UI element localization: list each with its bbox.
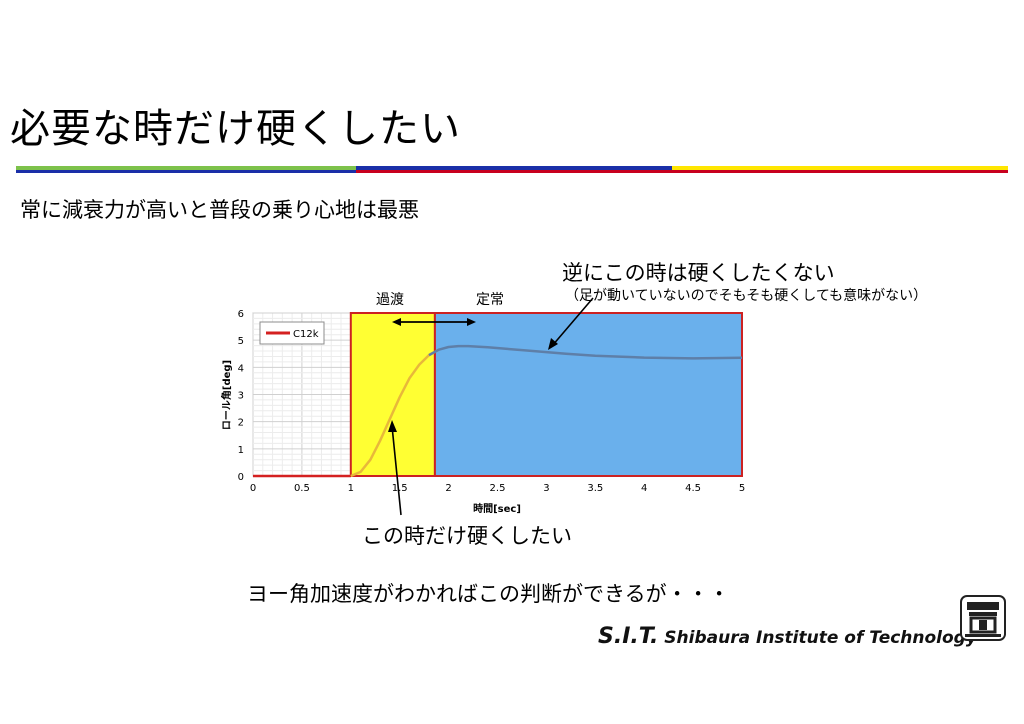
- x-tick-label: 0.5: [294, 483, 310, 494]
- slide-title: 必要な時だけ硬くしたい: [10, 106, 461, 152]
- series-line-steady: [428, 344, 743, 360]
- x-tick-label: 0: [250, 483, 256, 494]
- y-tick-label: 0: [238, 472, 244, 483]
- x-tick-label: 5: [739, 483, 745, 494]
- institute-logo-text: S.I.T. Shibaura Institute of Technology: [598, 624, 977, 649]
- x-tick-label: 2.5: [490, 483, 506, 494]
- x-tick-label: 3: [543, 483, 549, 494]
- duration-arrow: [392, 318, 476, 326]
- note-no-stiffen-reason: （足が動いていないのでそもそも硬くしても意味がない）: [565, 288, 928, 304]
- note-stiffen-here: この時だけ硬くしたい: [362, 524, 572, 548]
- divider-green: [16, 166, 356, 170]
- title-divider: [16, 166, 1008, 173]
- divider-blue: [356, 166, 672, 170]
- logo-name: Shibaura Institute of Technology: [664, 628, 977, 648]
- logo-abbrev: S.I.T.: [598, 624, 659, 649]
- chart-legend: C12k: [259, 321, 325, 345]
- x-tick-label: 4.5: [685, 483, 701, 494]
- note-no-stiffen: 逆にこの時は硬くしたくない: [562, 261, 835, 285]
- x-tick-label: 1.5: [392, 483, 408, 494]
- duration-arrowhead-right: [467, 318, 476, 326]
- roll-angle-chart: 0 0.5 1 1.5 2 2.5 3 3.5 4 4.5 5 0 1 2 3 4 5 6 時間[sec] ロー…: [220, 309, 745, 515]
- x-tick-label: 2: [445, 483, 451, 494]
- series-line-transient: [350, 348, 440, 478]
- x-tick-labels: 0 0.5 1 1.5 2 2.5 3 3.5 4 4.5 5: [250, 483, 745, 494]
- y-tick-label: 3: [238, 391, 244, 402]
- y-axis-title: ロール角[deg]: [220, 360, 233, 430]
- region-label-transient: 過渡: [376, 292, 404, 308]
- legend-box: [259, 321, 325, 345]
- y-tick-label: 6: [238, 309, 244, 320]
- divider-red-right: [672, 170, 1008, 173]
- x-axis-title: 時間[sec]: [473, 502, 521, 515]
- legend-label: C12k: [293, 329, 319, 340]
- y-tick-label: 1: [238, 445, 244, 456]
- duration-arrowhead-left: [392, 318, 401, 326]
- region-transient: [349, 312, 436, 477]
- y-tick-label: 4: [238, 363, 244, 374]
- x-tick-label: 1: [348, 483, 354, 494]
- slide-subtitle: 常に減衰力が高いと普段の乗り心地は最悪: [20, 198, 419, 222]
- series-group: [253, 344, 743, 478]
- y-tick-label: 5: [238, 336, 244, 347]
- divider-yellow: [672, 166, 1008, 170]
- divider-blue-left: [16, 170, 356, 173]
- divider-red-mid: [356, 170, 672, 173]
- x-tick-label: 3.5: [587, 483, 603, 494]
- y-tick-labels: 0 1 2 3 4 5 6: [238, 309, 244, 483]
- x-tick-label: 4: [641, 483, 647, 494]
- y-tick-label: 2: [238, 418, 244, 429]
- region-label-steady: 定常: [476, 292, 504, 308]
- region-steady: [433, 312, 744, 477]
- university-seal-icon: [960, 595, 1006, 641]
- conclusion-text: ヨー角加速度がわかればこの判断ができるが・・・: [247, 582, 730, 606]
